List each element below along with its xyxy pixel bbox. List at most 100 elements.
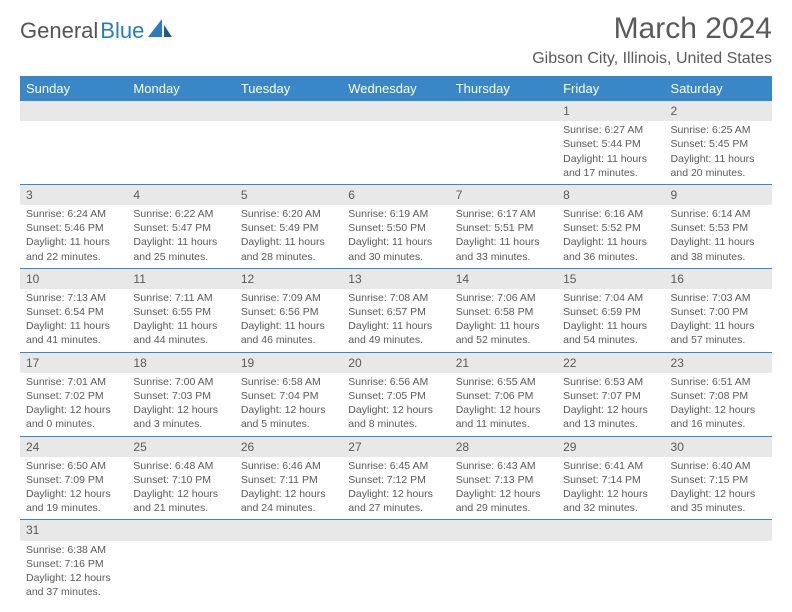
day-detail: Sunrise: 7:01 AMSunset: 7:02 PMDaylight:… — [20, 373, 127, 436]
day-detail: Sunrise: 6:43 AMSunset: 7:13 PMDaylight:… — [450, 457, 557, 520]
day-number-empty — [127, 101, 234, 121]
day-detail: Sunrise: 6:48 AMSunset: 7:10 PMDaylight:… — [127, 457, 234, 520]
day-detail: Sunrise: 6:16 AMSunset: 5:52 PMDaylight:… — [557, 205, 664, 268]
weekday-header: Friday — [557, 76, 664, 101]
day-number: 2 — [665, 101, 772, 121]
day-number: 16 — [665, 269, 772, 289]
day-number-empty — [20, 101, 127, 121]
day-number: 20 — [342, 353, 449, 373]
calendar-cell: 31Sunrise: 6:38 AMSunset: 7:16 PMDayligh… — [20, 520, 127, 603]
calendar-cell: 9Sunrise: 6:14 AMSunset: 5:53 PMDaylight… — [665, 184, 772, 268]
calendar-cell — [342, 520, 449, 603]
day-number: 4 — [127, 185, 234, 205]
calendar-cell: 25Sunrise: 6:48 AMSunset: 7:10 PMDayligh… — [127, 436, 234, 520]
day-detail: Sunrise: 6:45 AMSunset: 7:12 PMDaylight:… — [342, 457, 449, 520]
day-detail: Sunrise: 6:27 AMSunset: 5:44 PMDaylight:… — [557, 121, 664, 184]
day-number: 25 — [127, 437, 234, 457]
day-detail: Sunrise: 6:46 AMSunset: 7:11 PMDaylight:… — [235, 457, 342, 520]
day-number-empty — [127, 520, 234, 540]
weekday-header: Tuesday — [235, 76, 342, 101]
day-number-empty — [665, 520, 772, 540]
day-number: 22 — [557, 353, 664, 373]
day-detail: Sunrise: 6:25 AMSunset: 5:45 PMDaylight:… — [665, 121, 772, 184]
calendar-cell — [557, 520, 664, 603]
day-number-empty — [235, 101, 342, 121]
calendar-cell: 24Sunrise: 6:50 AMSunset: 7:09 PMDayligh… — [20, 436, 127, 520]
calendar-cell: 5Sunrise: 6:20 AMSunset: 5:49 PMDaylight… — [235, 184, 342, 268]
day-detail: Sunrise: 6:38 AMSunset: 7:16 PMDaylight:… — [20, 541, 127, 604]
day-number: 23 — [665, 353, 772, 373]
day-detail: Sunrise: 7:06 AMSunset: 6:58 PMDaylight:… — [450, 289, 557, 352]
header: General Blue March 2024 Gibson City, Ill… — [20, 12, 772, 68]
day-detail: Sunrise: 6:50 AMSunset: 7:09 PMDaylight:… — [20, 457, 127, 520]
day-number: 15 — [557, 269, 664, 289]
day-detail: Sunrise: 6:56 AMSunset: 7:05 PMDaylight:… — [342, 373, 449, 436]
calendar-cell — [450, 101, 557, 184]
day-number: 10 — [20, 269, 127, 289]
day-number: 26 — [235, 437, 342, 457]
day-number: 5 — [235, 185, 342, 205]
calendar-cell — [342, 101, 449, 184]
day-number: 18 — [127, 353, 234, 373]
day-detail: Sunrise: 6:24 AMSunset: 5:46 PMDaylight:… — [20, 205, 127, 268]
day-number-empty — [557, 520, 664, 540]
day-detail: Sunrise: 6:51 AMSunset: 7:08 PMDaylight:… — [665, 373, 772, 436]
calendar-cell: 20Sunrise: 6:56 AMSunset: 7:05 PMDayligh… — [342, 352, 449, 436]
calendar-cell: 27Sunrise: 6:45 AMSunset: 7:12 PMDayligh… — [342, 436, 449, 520]
calendar-cell: 4Sunrise: 6:22 AMSunset: 5:47 PMDaylight… — [127, 184, 234, 268]
day-number: 9 — [665, 185, 772, 205]
calendar-cell: 2Sunrise: 6:25 AMSunset: 5:45 PMDaylight… — [665, 101, 772, 184]
weekday-header: Monday — [127, 76, 234, 101]
day-number: 27 — [342, 437, 449, 457]
day-detail: Sunrise: 6:53 AMSunset: 7:07 PMDaylight:… — [557, 373, 664, 436]
calendar-cell: 26Sunrise: 6:46 AMSunset: 7:11 PMDayligh… — [235, 436, 342, 520]
day-number: 31 — [20, 520, 127, 540]
day-number: 6 — [342, 185, 449, 205]
calendar-cell: 10Sunrise: 7:13 AMSunset: 6:54 PMDayligh… — [20, 268, 127, 352]
day-detail: Sunrise: 6:55 AMSunset: 7:06 PMDaylight:… — [450, 373, 557, 436]
day-detail: Sunrise: 7:09 AMSunset: 6:56 PMDaylight:… — [235, 289, 342, 352]
logo-text-general: General — [20, 18, 98, 44]
calendar-cell — [127, 520, 234, 603]
weekday-header: Saturday — [665, 76, 772, 101]
calendar-cell: 3Sunrise: 6:24 AMSunset: 5:46 PMDaylight… — [20, 184, 127, 268]
title-block: March 2024 Gibson City, Illinois, United… — [532, 12, 772, 68]
day-detail: Sunrise: 7:03 AMSunset: 7:00 PMDaylight:… — [665, 289, 772, 352]
day-detail: Sunrise: 6:22 AMSunset: 5:47 PMDaylight:… — [127, 205, 234, 268]
day-detail: Sunrise: 6:41 AMSunset: 7:14 PMDaylight:… — [557, 457, 664, 520]
day-number: 11 — [127, 269, 234, 289]
calendar-cell — [665, 520, 772, 603]
weekday-header: Wednesday — [342, 76, 449, 101]
calendar-cell — [20, 101, 127, 184]
calendar-cell: 30Sunrise: 6:40 AMSunset: 7:15 PMDayligh… — [665, 436, 772, 520]
day-detail: Sunrise: 7:11 AMSunset: 6:55 PMDaylight:… — [127, 289, 234, 352]
calendar-header-row: SundayMondayTuesdayWednesdayThursdayFrid… — [20, 76, 772, 101]
day-number: 19 — [235, 353, 342, 373]
calendar-body: 1Sunrise: 6:27 AMSunset: 5:44 PMDaylight… — [20, 101, 772, 603]
calendar-cell: 18Sunrise: 7:00 AMSunset: 7:03 PMDayligh… — [127, 352, 234, 436]
day-detail: Sunrise: 7:13 AMSunset: 6:54 PMDaylight:… — [20, 289, 127, 352]
calendar-cell: 28Sunrise: 6:43 AMSunset: 7:13 PMDayligh… — [450, 436, 557, 520]
day-number-empty — [342, 101, 449, 121]
day-detail: Sunrise: 6:17 AMSunset: 5:51 PMDaylight:… — [450, 205, 557, 268]
day-number: 7 — [450, 185, 557, 205]
day-detail: Sunrise: 6:19 AMSunset: 5:50 PMDaylight:… — [342, 205, 449, 268]
day-number-empty — [450, 520, 557, 540]
calendar-cell: 16Sunrise: 7:03 AMSunset: 7:00 PMDayligh… — [665, 268, 772, 352]
day-number: 17 — [20, 353, 127, 373]
calendar-cell: 17Sunrise: 7:01 AMSunset: 7:02 PMDayligh… — [20, 352, 127, 436]
calendar-cell: 19Sunrise: 6:58 AMSunset: 7:04 PMDayligh… — [235, 352, 342, 436]
calendar-cell — [450, 520, 557, 603]
logo: General Blue — [20, 18, 174, 44]
sail-icon — [148, 19, 174, 44]
day-detail: Sunrise: 7:04 AMSunset: 6:59 PMDaylight:… — [557, 289, 664, 352]
calendar-cell: 22Sunrise: 6:53 AMSunset: 7:07 PMDayligh… — [557, 352, 664, 436]
day-detail: Sunrise: 6:58 AMSunset: 7:04 PMDaylight:… — [235, 373, 342, 436]
day-number: 13 — [342, 269, 449, 289]
calendar-cell: 23Sunrise: 6:51 AMSunset: 7:08 PMDayligh… — [665, 352, 772, 436]
day-detail: Sunrise: 6:40 AMSunset: 7:15 PMDaylight:… — [665, 457, 772, 520]
day-number-empty — [450, 101, 557, 121]
day-detail: Sunrise: 6:14 AMSunset: 5:53 PMDaylight:… — [665, 205, 772, 268]
day-number: 30 — [665, 437, 772, 457]
weekday-header: Thursday — [450, 76, 557, 101]
